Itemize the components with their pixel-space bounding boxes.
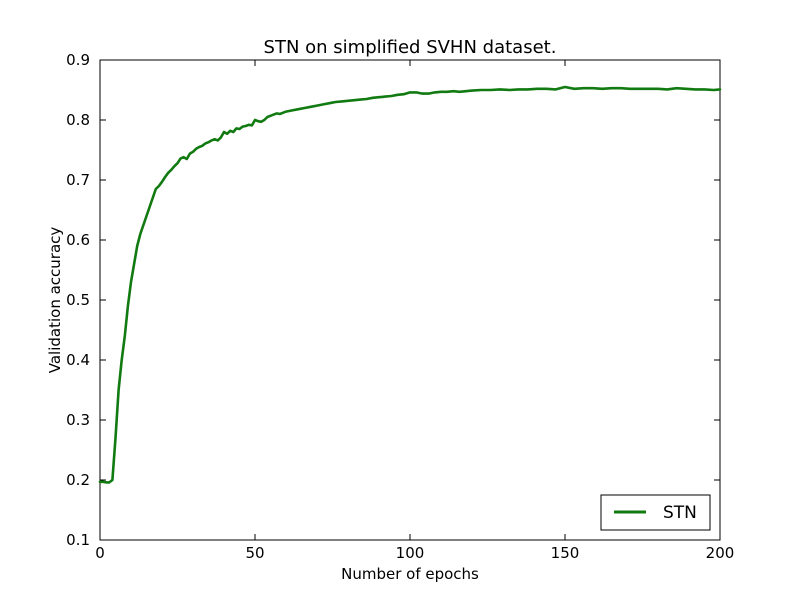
x-tick-label: 100 [396, 544, 425, 562]
y-tick-label: 0.1 [66, 531, 90, 549]
series-layer [98, 85, 722, 484]
y-tick-label: 0.2 [66, 471, 90, 489]
y-tick-label: 0.7 [66, 171, 90, 189]
x-tick-label: 200 [706, 544, 735, 562]
y-axis-label: Validation accuracy [46, 227, 64, 374]
plot-area-frame [99, 59, 721, 541]
x-tick-label: 50 [245, 544, 264, 562]
y-tick-label: 0.5 [66, 291, 90, 309]
series-line-stn [98, 85, 722, 484]
y-tick-label: 0.3 [66, 411, 90, 429]
y-tick-label: 0.4 [66, 351, 90, 369]
chart-title: STN on simplified SVHN dataset. [264, 37, 557, 58]
y-tick-label: 0.9 [66, 51, 90, 69]
x-tick-label: 150 [551, 544, 580, 562]
y-tick-label: 0.6 [66, 231, 90, 249]
x-tick-label: 0 [95, 544, 105, 562]
y-tick-label: 0.8 [66, 111, 90, 129]
legend-label: STN [663, 503, 697, 523]
x-axis-ticks: 0 50 100 150 200 [95, 60, 734, 562]
legend: STN [600, 494, 711, 531]
y-axis-ticks: 0.1 0.2 0.3 0.4 0.5 0.6 0.7 0.8 0.9 [66, 51, 720, 549]
x-axis-label: Number of epochs [341, 565, 479, 583]
